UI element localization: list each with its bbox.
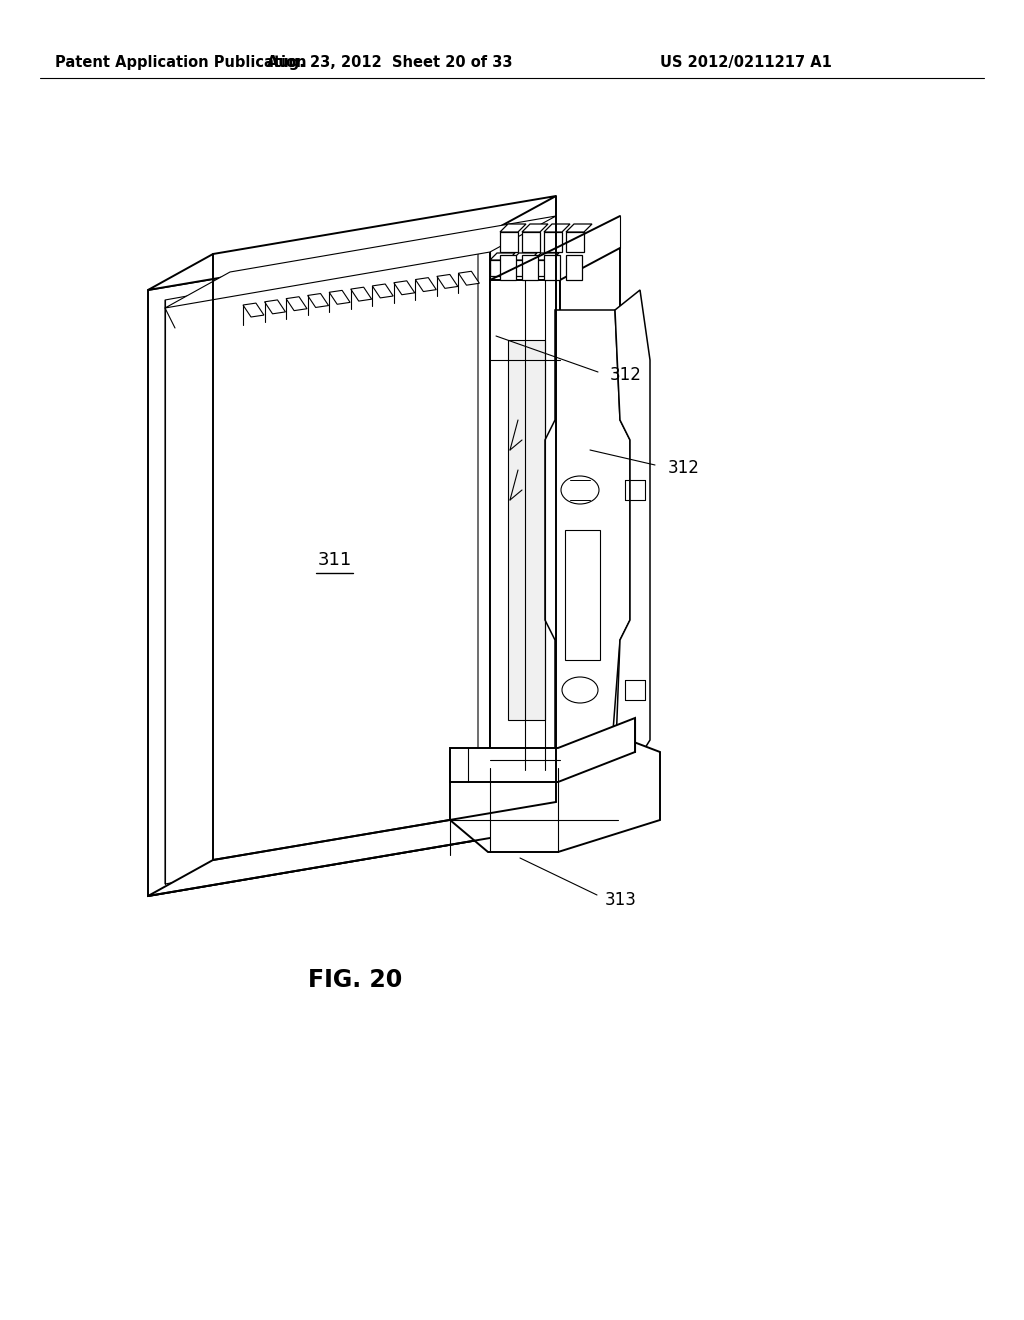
Polygon shape — [450, 718, 635, 781]
Text: Patent Application Publication: Patent Application Publication — [55, 54, 306, 70]
Polygon shape — [615, 290, 650, 770]
Polygon shape — [490, 253, 515, 260]
Polygon shape — [545, 310, 630, 770]
Text: FIG. 20: FIG. 20 — [308, 968, 402, 993]
Polygon shape — [148, 232, 490, 896]
Text: 312: 312 — [668, 459, 699, 477]
Polygon shape — [522, 232, 540, 252]
Text: 312: 312 — [610, 366, 642, 384]
Polygon shape — [148, 195, 556, 290]
Polygon shape — [566, 224, 592, 232]
Polygon shape — [307, 293, 329, 308]
Polygon shape — [544, 224, 570, 232]
Polygon shape — [544, 232, 562, 252]
Polygon shape — [500, 232, 518, 252]
Polygon shape — [522, 255, 538, 280]
Polygon shape — [544, 255, 560, 280]
Polygon shape — [566, 255, 582, 280]
Text: 313: 313 — [605, 891, 637, 909]
Polygon shape — [243, 304, 264, 317]
Polygon shape — [490, 280, 560, 770]
Polygon shape — [500, 255, 516, 280]
Polygon shape — [286, 297, 307, 310]
Text: US 2012/0211217 A1: US 2012/0211217 A1 — [660, 54, 831, 70]
Polygon shape — [500, 224, 526, 232]
Polygon shape — [490, 260, 508, 276]
Polygon shape — [165, 216, 556, 308]
Polygon shape — [416, 277, 436, 292]
Polygon shape — [560, 248, 620, 770]
Text: 311: 311 — [317, 550, 352, 569]
Polygon shape — [437, 275, 458, 288]
Polygon shape — [459, 272, 479, 285]
Polygon shape — [329, 290, 350, 305]
Polygon shape — [394, 281, 415, 294]
Text: Aug. 23, 2012  Sheet 20 of 33: Aug. 23, 2012 Sheet 20 of 33 — [267, 54, 513, 70]
Polygon shape — [264, 300, 286, 314]
Polygon shape — [522, 224, 548, 232]
Polygon shape — [534, 253, 559, 260]
Polygon shape — [534, 260, 552, 276]
Polygon shape — [148, 803, 556, 896]
Polygon shape — [373, 284, 393, 298]
Polygon shape — [512, 260, 530, 276]
Polygon shape — [450, 737, 660, 851]
Polygon shape — [508, 341, 545, 719]
Polygon shape — [566, 232, 584, 252]
Polygon shape — [351, 288, 372, 301]
Polygon shape — [512, 253, 537, 260]
